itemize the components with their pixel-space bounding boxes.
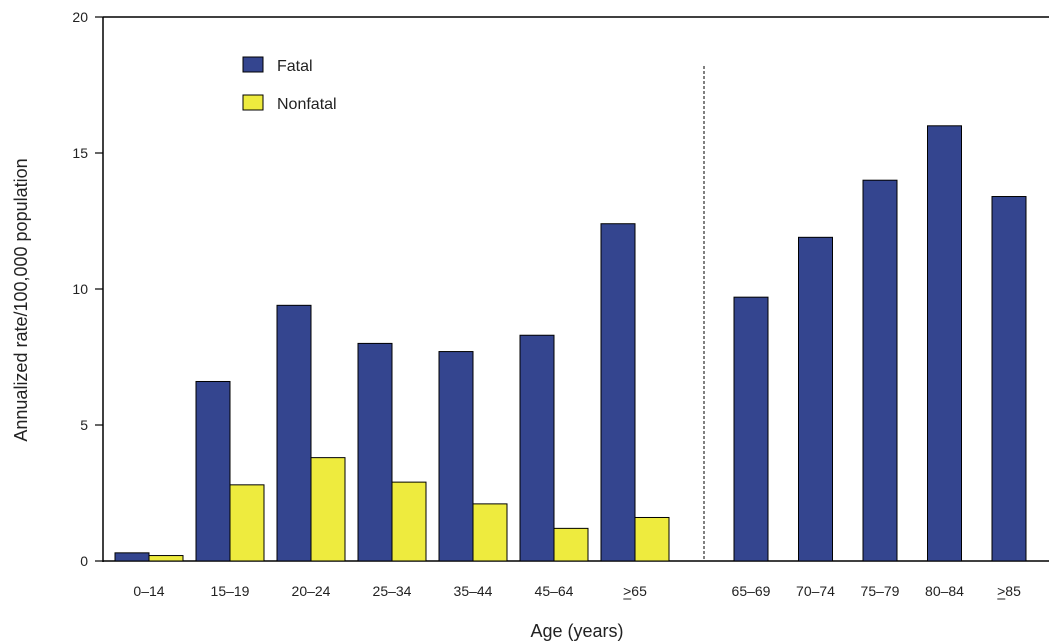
y-tick-label: 15 <box>72 145 88 161</box>
bar-nonfatal-25-34 <box>391 481 427 562</box>
x-axis-title: Age (years) <box>530 621 623 641</box>
y-axis-ticks: 0 5 10 15 20 <box>72 9 103 569</box>
bar-fatal-80-84 <box>927 125 962 562</box>
bar-fatal-0-14 <box>114 552 150 562</box>
y-tick-label: 0 <box>80 553 88 569</box>
bar-nonfatal-15-19 <box>229 484 265 562</box>
x-tick-label: 15–19 <box>211 583 250 599</box>
x-tick-label: 80–84 <box>925 583 964 599</box>
bar-nonfatal-0-14 <box>148 555 184 562</box>
bar-fatal-65 <box>600 223 636 562</box>
bar-nonfatal-20-24 <box>310 457 346 562</box>
x-tick-label: 20–24 <box>292 583 331 599</box>
x-axis-ticks: 0–14 15–19 20–24 25–34 35–44 45–64 >65 65–69 70–… <box>133 583 1021 600</box>
legend-swatch-nonfatal <box>242 94 264 111</box>
bar-fatal-65-69 <box>733 296 769 562</box>
x-tick-label: 75–79 <box>861 583 900 599</box>
x-tick-label: >65 <box>623 583 647 599</box>
x-tick-label: 70–74 <box>796 583 835 599</box>
bar-fatal-25-34 <box>357 342 393 562</box>
bar-fatal-85 <box>991 196 1027 562</box>
x-tick-label: >85 <box>997 583 1021 599</box>
x-tick-label: 45–64 <box>535 583 574 599</box>
bar-fatal-45-64 <box>519 334 555 562</box>
bar-fatal-15-19 <box>195 380 231 562</box>
bar-fatal-75-79 <box>862 179 898 562</box>
y-axis-title: Annualized rate/100,000 population <box>11 158 31 441</box>
bar-nonfatal-45-64 <box>553 527 589 562</box>
x-tick-label: 65–69 <box>732 583 771 599</box>
x-tick-label: 25–34 <box>373 583 412 599</box>
bar-fatal-20-24 <box>276 304 312 562</box>
y-tick-label: 20 <box>72 9 88 25</box>
legend: Fatal Nonfatal <box>242 56 337 113</box>
x-tick-label: 35–44 <box>454 583 493 599</box>
bar-fatal-35-44 <box>438 351 474 562</box>
y-tick-label: 5 <box>80 417 88 433</box>
bar-nonfatal-65 <box>634 516 670 562</box>
bar-fatal-70-74 <box>798 236 833 562</box>
legend-label-nonfatal: Nonfatal <box>277 96 337 113</box>
bar-marks <box>114 125 1027 562</box>
legend-label-fatal: Fatal <box>277 58 313 75</box>
x-tick-label: 0–14 <box>133 583 164 599</box>
bar-nonfatal-35-44 <box>472 503 508 562</box>
legend-swatch-fatal <box>242 56 264 73</box>
y-tick-label: 10 <box>72 281 88 297</box>
